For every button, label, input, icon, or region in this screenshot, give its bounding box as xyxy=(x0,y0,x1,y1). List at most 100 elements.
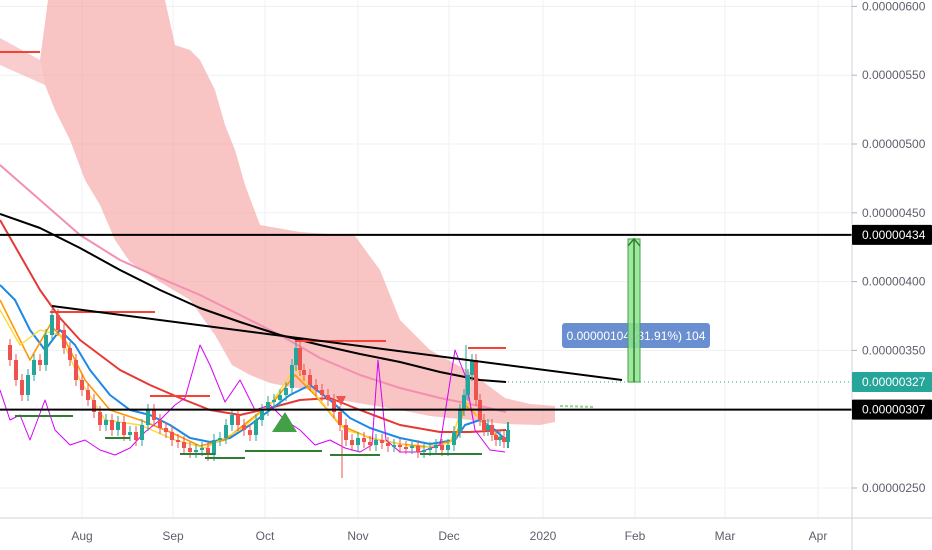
candle-body xyxy=(422,450,426,452)
measurement-tool[interactable]: 0.00000104 (31.91%) 104 xyxy=(562,237,710,383)
candle-body xyxy=(68,348,72,360)
candle-body xyxy=(206,448,210,455)
x-tick-label: Sep xyxy=(162,529,184,543)
x-tick-label: Nov xyxy=(347,529,368,543)
candle-body xyxy=(302,370,306,375)
candle-body xyxy=(32,360,36,375)
ichimoku-cloud-area xyxy=(0,38,45,85)
candle-body xyxy=(44,335,48,365)
candle-body xyxy=(188,448,192,452)
ichimoku-cloud-area xyxy=(40,0,555,425)
candle-body xyxy=(92,400,96,412)
chikou-span-line xyxy=(559,405,596,408)
candle-body xyxy=(26,375,30,395)
candle-body xyxy=(56,315,60,330)
candle-body xyxy=(230,415,234,425)
x-axis-labels: Aug Sep Oct Nov Dec 2020 Feb Mar Apr xyxy=(71,529,827,543)
price-badge-label: 0.00000307 xyxy=(862,403,926,417)
candle-body xyxy=(474,360,478,400)
candle-body xyxy=(278,395,282,400)
price-badge-bg xyxy=(852,399,932,420)
candle-body xyxy=(224,425,228,438)
candle-body xyxy=(38,360,42,365)
candle-body xyxy=(74,360,78,380)
y-tick-label: 0.00000350 xyxy=(862,343,926,357)
price-badge-label: 0.00000434 xyxy=(862,228,926,242)
candle-body xyxy=(428,448,432,450)
x-tick-label: Apr xyxy=(809,529,828,543)
y-tick-label: 0.00000500 xyxy=(862,137,926,151)
candle-body xyxy=(272,400,276,402)
ema-pink-line xyxy=(0,164,507,413)
price-badge-label: 0.00000327 xyxy=(862,375,926,389)
candle-body xyxy=(374,440,378,445)
candle-body xyxy=(98,412,102,425)
candle-body xyxy=(338,412,342,425)
descending-trend-line xyxy=(51,305,623,381)
candle-body xyxy=(122,422,126,435)
candle-body xyxy=(452,432,456,445)
candle-body xyxy=(404,447,408,449)
x-tick-label: Dec xyxy=(438,529,459,543)
candle-body xyxy=(200,448,204,450)
candle-body xyxy=(392,445,396,447)
candle-body xyxy=(110,420,114,430)
candle-body xyxy=(356,438,360,445)
candle-body xyxy=(266,402,270,410)
candle-body xyxy=(486,425,490,430)
x-tick-label: Aug xyxy=(71,529,92,543)
pattern-triangle-down xyxy=(336,396,346,406)
candle-body xyxy=(434,445,438,448)
candle-body xyxy=(104,420,108,425)
candle-body xyxy=(494,435,498,440)
candle-body xyxy=(80,380,84,390)
candle-body xyxy=(416,446,420,452)
candle-body xyxy=(140,425,144,440)
candle-body xyxy=(164,428,168,432)
pattern-triangle-up xyxy=(272,412,297,432)
candle-body xyxy=(466,375,470,395)
x-tick-label: Oct xyxy=(256,529,275,543)
candle-body xyxy=(446,445,450,450)
candle-body xyxy=(254,420,258,435)
candle-body xyxy=(362,438,366,442)
ichimoku-cloud xyxy=(0,0,596,425)
candle-body xyxy=(332,400,336,412)
y-tick-label: 0.00000550 xyxy=(862,68,926,82)
y-tick-label: 0.00000450 xyxy=(862,206,926,220)
candle-body xyxy=(146,410,150,425)
candle-body xyxy=(470,360,474,375)
candle-body xyxy=(194,450,198,452)
candle-body xyxy=(284,388,288,395)
candle-body xyxy=(50,315,54,335)
x-tick-label: Mar xyxy=(715,529,736,543)
candle-body xyxy=(218,438,222,440)
candle-body xyxy=(294,348,298,365)
candle-body xyxy=(386,443,390,446)
candle-body xyxy=(482,420,486,430)
candle-body xyxy=(14,360,18,380)
candle-body xyxy=(182,442,186,448)
candle-body xyxy=(236,415,240,425)
candle-body xyxy=(212,440,216,455)
candle-body xyxy=(308,375,312,385)
candle-body xyxy=(260,410,264,420)
trend-lines xyxy=(0,233,852,411)
candle-body xyxy=(380,440,384,443)
candle-body xyxy=(170,432,174,440)
y-tick-label: 0.00000400 xyxy=(862,275,926,289)
candle-body xyxy=(440,445,444,450)
candle-body xyxy=(176,440,180,442)
candle-body xyxy=(344,425,348,440)
price-badges: 0.00000434 0.00000327 0.00000307 xyxy=(852,224,932,420)
candle-body xyxy=(410,446,414,448)
price-badge-bg xyxy=(852,224,932,245)
x-tick-label: Feb xyxy=(625,529,646,543)
candle-body xyxy=(128,432,132,435)
candle-body xyxy=(298,348,302,370)
price-badge-bg xyxy=(852,372,932,393)
ema-black-line xyxy=(0,213,507,383)
candle-body xyxy=(158,420,162,428)
